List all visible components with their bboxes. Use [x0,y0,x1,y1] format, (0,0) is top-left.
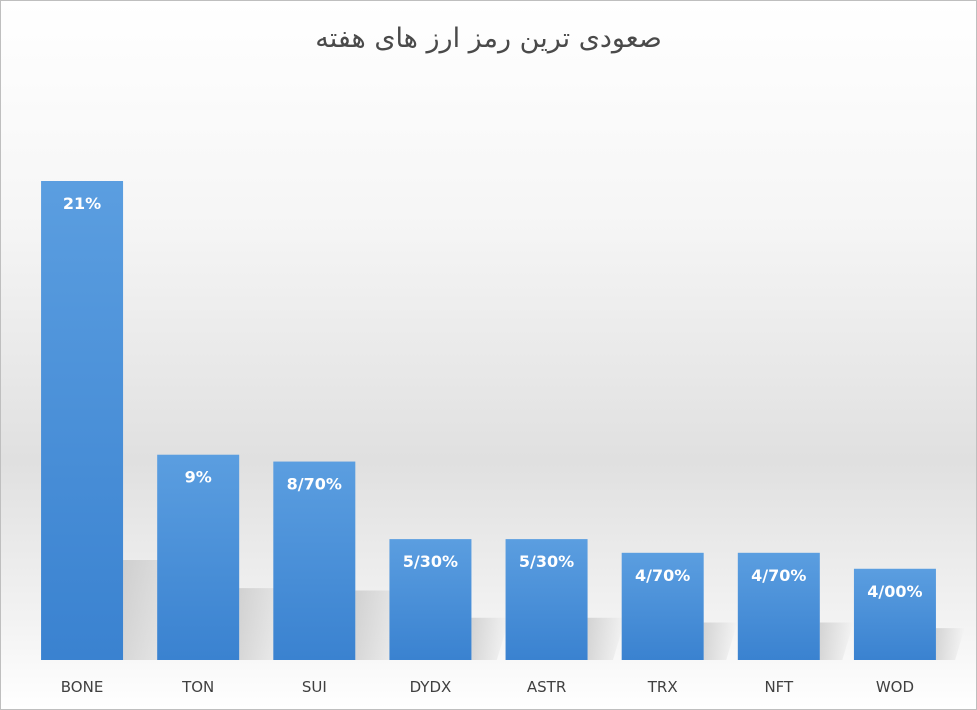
category-label-astr: ASTR [527,678,566,696]
bar-ton [157,454,240,660]
data-label-ton: 9% [185,468,212,487]
category-label-ton: TON [181,678,214,696]
category-label-sui: SUI [302,678,327,696]
bar-shadow [587,617,626,660]
data-label-nft: 4/70% [751,566,806,585]
bar-astr [505,539,588,660]
bar-bone [41,181,124,660]
bar-wod [853,568,936,660]
bar-shadow [935,628,965,660]
chart-title: صعودی ترین رمز ارز های هفته [315,23,662,54]
category-label-bone: BONE [61,678,104,696]
bar-nft [737,552,820,660]
bar-dydx [389,539,472,660]
bar-shadow [471,617,510,660]
data-label-wod: 4/00% [867,582,922,601]
category-label-trx: TRX [647,678,678,696]
category-label-nft: NFT [764,678,794,696]
data-label-bone: 21% [63,194,101,213]
bar-trx [621,552,704,660]
category-label-dydx: DYDX [410,678,452,696]
category-label-wod: WOD [876,678,914,696]
data-label-astr: 5/30% [519,552,574,571]
bar-shadow [819,622,854,660]
bar-sui [273,461,356,660]
bar-shadow [703,622,738,660]
data-label-dydx: 5/30% [403,552,458,571]
data-label-sui: 8/70% [287,475,342,494]
data-label-trx: 4/70% [635,566,690,585]
